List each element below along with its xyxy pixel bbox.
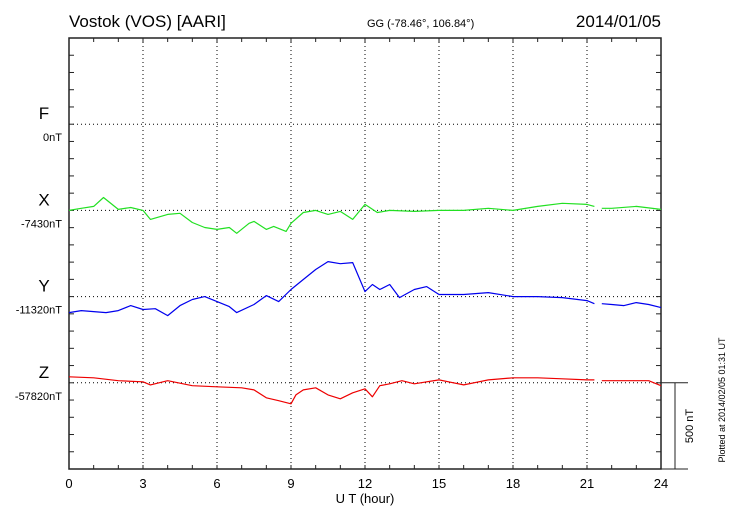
component-label-x: X [38, 190, 49, 209]
x-tick-label: 18 [506, 476, 520, 491]
series-lines [68, 196, 662, 405]
grid-lines [69, 38, 661, 469]
baseline-label-f: 0nT [43, 132, 62, 144]
x-tick-label: 3 [139, 476, 146, 491]
station-title: Vostok (VOS) [AARI] [69, 12, 226, 31]
component-label-z: Z [39, 363, 49, 382]
component-label-f: F [39, 104, 49, 123]
axes: 0 3 6 9 12 15 18 21 24 [65, 37, 688, 491]
x-tick-label: 0 [65, 476, 72, 491]
x-axis-label: U T (hour) [336, 491, 395, 506]
x-tick-label: 21 [580, 476, 594, 491]
series-line-z [68, 376, 662, 405]
x-tick-label: 24 [654, 476, 668, 491]
date-label: 2014/01/05 [576, 12, 661, 31]
series-line-y [68, 261, 662, 317]
scale-bar-label: 500 nT [684, 409, 696, 444]
component-labels: F 0nT X -7430nT Y -11320nT Z -57820nT [15, 104, 62, 403]
x-tick-label: 12 [358, 476, 372, 491]
series-line-x [68, 196, 662, 234]
x-tick-label: 9 [287, 476, 294, 491]
baseline-label-y: -11320nT [16, 305, 63, 317]
x-tick-label: 6 [213, 476, 220, 491]
baseline-label-x: -7430nT [21, 218, 62, 230]
baseline-label-z: -57820nT [15, 391, 62, 403]
coordinates-label: GG (-78.46°, 106.84°) [367, 18, 474, 30]
x-tick-label: 15 [432, 476, 446, 491]
plotted-at-label: Plotted at 2014/02/05 01:31 UT [717, 337, 727, 463]
component-label-y: Y [38, 277, 49, 296]
